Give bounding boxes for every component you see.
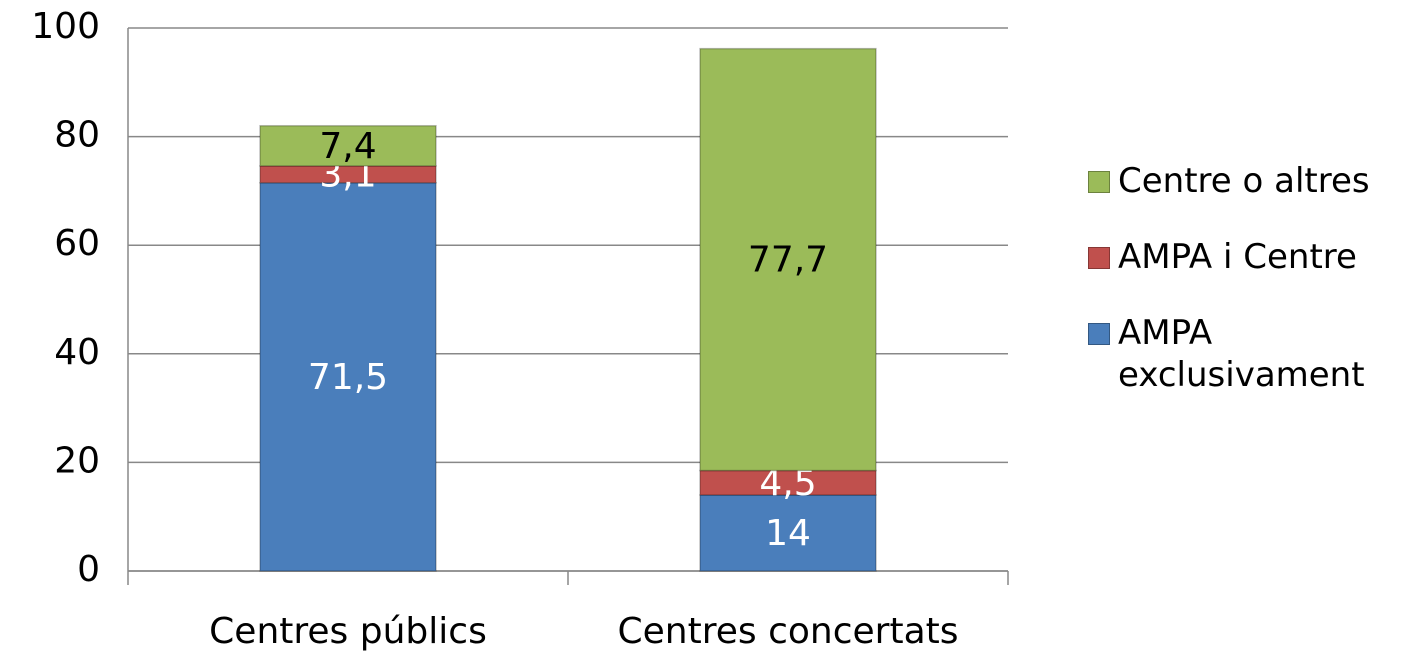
bar-segment: [699, 47, 877, 472]
value-label: 7,4: [319, 126, 376, 167]
x-tick-label: Centres concertats: [618, 611, 959, 652]
legend-item: AMPA exclusivament: [1088, 312, 1388, 396]
legend-swatch: [1088, 323, 1110, 345]
y-tick-label: 60: [54, 223, 100, 264]
y-tick-label: 0: [77, 549, 100, 590]
legend-item: AMPA i Centre: [1088, 236, 1388, 278]
y-tick-label: 20: [54, 440, 100, 481]
bar-segment: [699, 469, 877, 496]
legend-swatch: [1088, 247, 1110, 269]
value-label: 14: [765, 513, 811, 554]
legend-label: AMPA exclusivament: [1118, 313, 1365, 395]
bar-segment: [699, 494, 877, 572]
y-tick-label: 100: [31, 6, 100, 47]
y-tick-label: 80: [54, 115, 100, 156]
legend-swatch: [1088, 171, 1110, 193]
value-label: 71,5: [308, 357, 388, 398]
bar-segment: [259, 124, 437, 167]
legend-label: AMPA i Centre: [1118, 237, 1357, 277]
legend-label: Centre o altres: [1118, 161, 1370, 201]
y-tick-label: 40: [54, 332, 100, 373]
value-label: 77,7: [748, 240, 828, 281]
legend: Centre o altres AMPA i Centre AMPA exclusi…: [1088, 160, 1388, 396]
bar-segment: [259, 182, 437, 572]
legend-item: Centre o altres: [1088, 160, 1388, 202]
x-tick-label: Centres públics: [209, 611, 487, 652]
